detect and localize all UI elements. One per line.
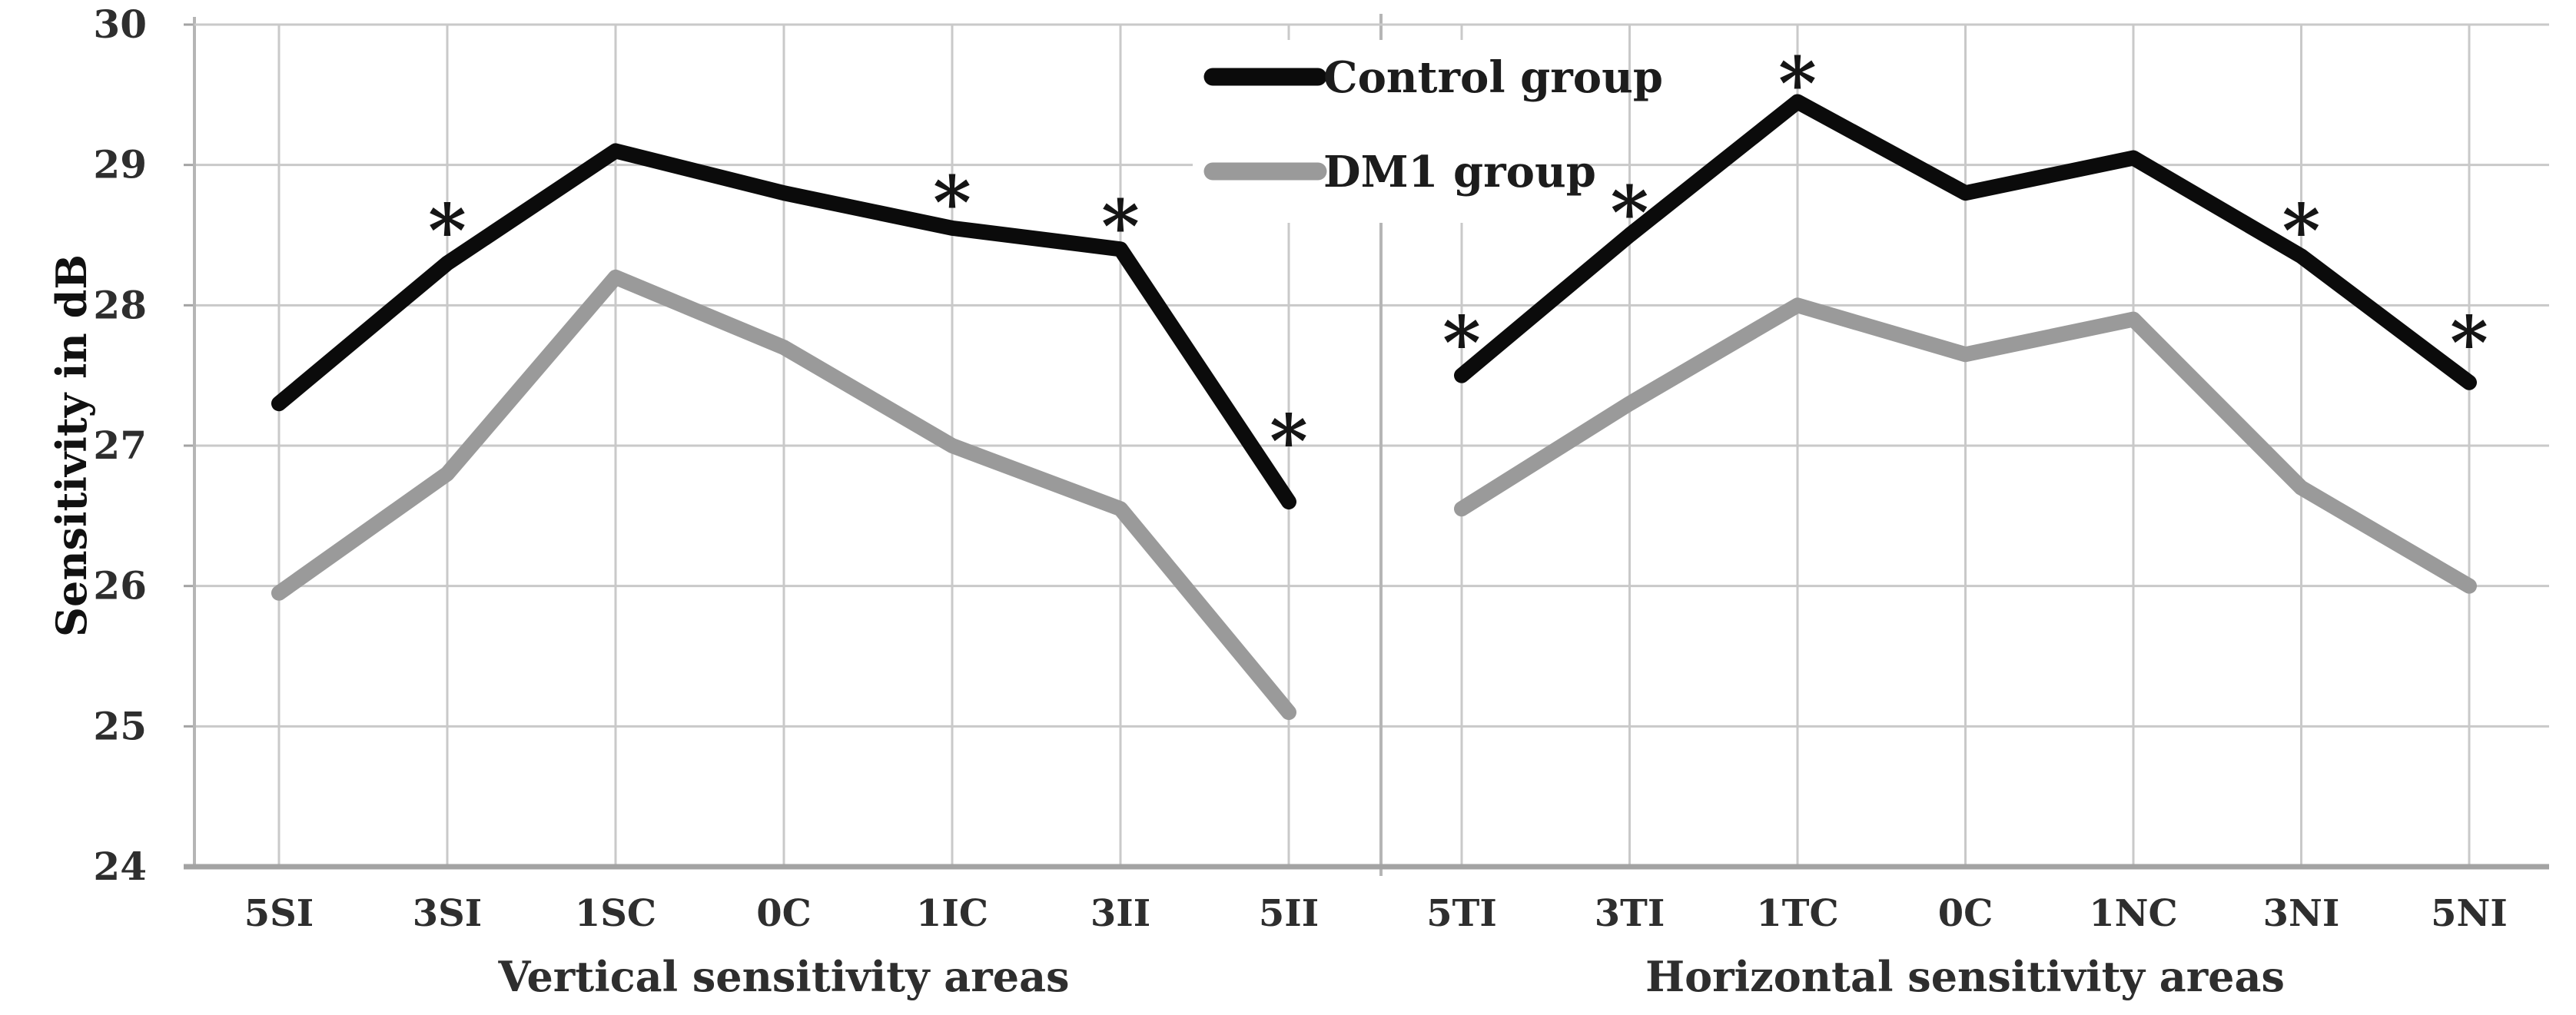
- asterisk-right-3TI: *: [1611, 171, 1649, 256]
- series-line-control-right: [1454, 94, 2477, 390]
- asterisk-left-3II: *: [1101, 184, 1140, 270]
- asterisk-right-1TC: *: [1778, 41, 1817, 127]
- asterisk-right-5TI: *: [1442, 301, 1481, 386]
- y-tick-label-26: 26: [93, 563, 147, 609]
- x-tick-label-1IC: 1IC: [916, 892, 988, 935]
- x-tick-label-3TI: 3TI: [1595, 892, 1665, 935]
- x-axis-title-right: Horizontal sensitivity areas: [1645, 952, 2285, 1001]
- x-tick-label-1NC: 1NC: [2089, 892, 2177, 935]
- x-tick-label-5TI: 5TI: [1426, 892, 1497, 935]
- asterisk-left-1IC: *: [933, 161, 971, 246]
- y-axis-title: Sensitivity in dB: [47, 254, 96, 637]
- y-tick-label-24: 24: [93, 844, 147, 889]
- x-tick-label-1TC: 1TC: [1756, 892, 1838, 935]
- x-axis-title-left: Vertical sensitivity areas: [498, 952, 1070, 1001]
- series-line-control-left: [271, 143, 1296, 510]
- legend-label-dm1: DM1 group: [1323, 147, 1596, 197]
- axis-labels: 24 25 26 27 28 29 30 5SI 3SI 1SC 0C 1IC 3II 5II Vertic…: [47, 2, 2508, 1001]
- asterisk-right-3NI: *: [2282, 189, 2321, 274]
- x-tick-label-5II: 5II: [1259, 892, 1319, 935]
- data-series: [271, 94, 2477, 721]
- x-tick-label-3II: 3II: [1090, 892, 1150, 935]
- y-tick-label-30: 30: [93, 2, 147, 47]
- series-line-dm1-left: [271, 269, 1296, 721]
- x-tick-label-3NI: 3NI: [2263, 892, 2340, 935]
- x-tick-label-0C: 0C: [1938, 892, 1993, 935]
- x-tick-label-5SI: 5SI: [244, 892, 314, 935]
- series-line-dm1-right: [1454, 297, 2477, 594]
- y-tick-label-28: 28: [93, 282, 147, 327]
- legend: Control group DM1 group: [1203, 52, 1663, 197]
- significance-asterisks: * * * * * * * * *: [428, 41, 2488, 485]
- asterisk-left-3SI: *: [428, 189, 466, 274]
- x-tick-label-3SI: 3SI: [413, 892, 483, 935]
- x-tick-label-1SC: 1SC: [575, 892, 656, 935]
- asterisk-left-5II: *: [1270, 400, 1308, 485]
- legend-label-control: Control group: [1323, 52, 1663, 103]
- x-tick-label-5NI: 5NI: [2431, 892, 2508, 935]
- y-tick-label-29: 29: [93, 142, 147, 187]
- y-tick-label-27: 27: [93, 423, 147, 468]
- asterisk-right-5NI: *: [2450, 301, 2488, 386]
- x-tick-label-0C: 0C: [756, 892, 812, 935]
- y-tick-label-25: 25: [93, 703, 147, 748]
